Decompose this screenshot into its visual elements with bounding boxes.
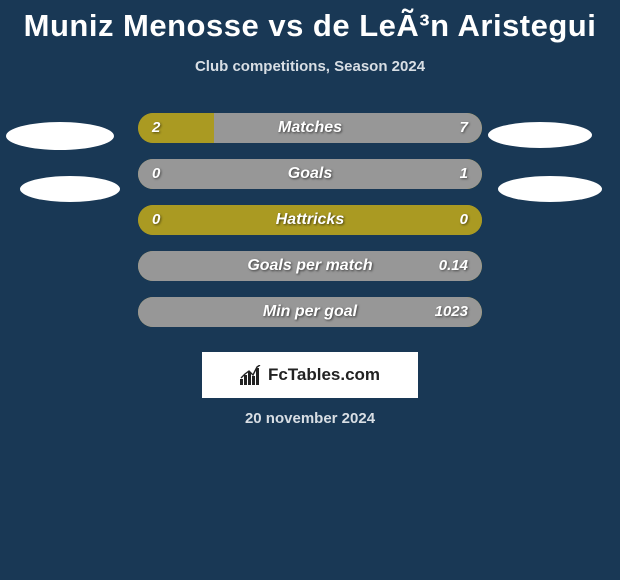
stat-value-left: 0 (152, 205, 160, 235)
stat-value-right: 0 (460, 205, 468, 235)
badge-ellipse (488, 122, 592, 148)
badge-ellipse (20, 176, 120, 202)
date-text: 20 november 2024 (0, 410, 620, 427)
stat-label: Matches (138, 113, 482, 143)
stat-row: Min per goal1023 (0, 297, 620, 327)
comparison-card: Muniz Menosse vs de LeÃ³n Aristegui Club… (0, 0, 620, 580)
badge-ellipse (6, 122, 114, 150)
subtitle: Club competitions, Season 2024 (0, 58, 620, 75)
brand-text: FcTables.com (268, 365, 380, 385)
stat-value-right: 7 (460, 113, 468, 143)
stat-label: Hattricks (138, 205, 482, 235)
brand-box[interactable]: FcTables.com (202, 352, 418, 398)
stat-label: Goals per match (138, 251, 482, 281)
stat-row: Hattricks0 0 (0, 205, 620, 235)
stat-value-left: 0 (152, 159, 160, 189)
stat-row: Goals per match0.14 (0, 251, 620, 281)
stat-label: Min per goal (138, 297, 482, 327)
stat-value-right: 1 (460, 159, 468, 189)
stat-value-left: 2 (152, 113, 160, 143)
stat-label: Goals (138, 159, 482, 189)
page-title: Muniz Menosse vs de LeÃ³n Aristegui (0, 0, 620, 44)
stat-value-right: 1023 (435, 297, 468, 327)
stat-value-right: 0.14 (439, 251, 468, 281)
chart-bars-icon (240, 365, 262, 385)
badge-ellipse (498, 176, 602, 202)
